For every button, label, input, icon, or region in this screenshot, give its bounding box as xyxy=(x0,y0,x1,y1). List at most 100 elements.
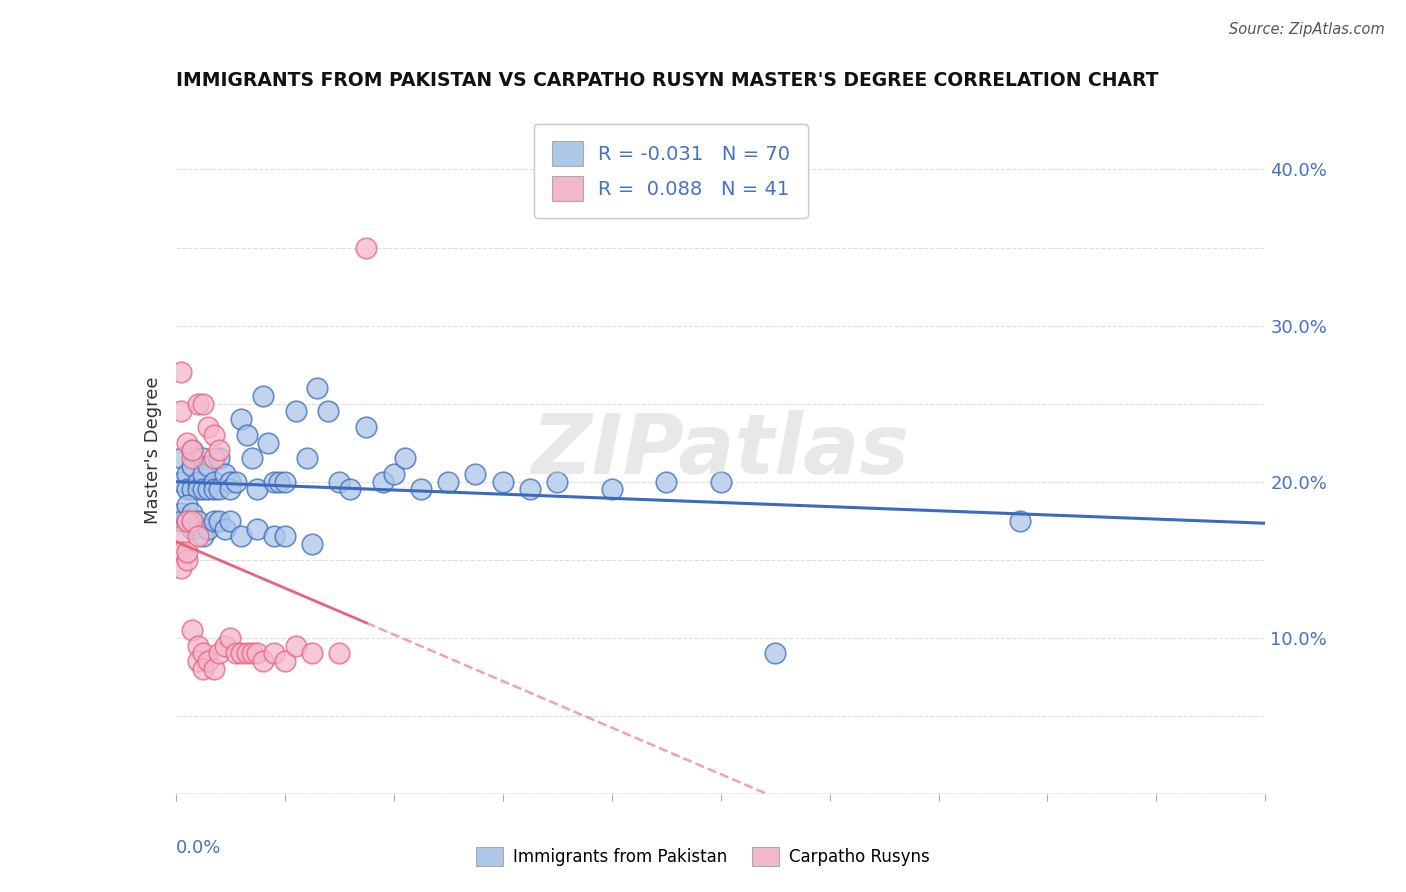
Point xyxy=(197,654,219,668)
Point xyxy=(197,521,219,535)
Point xyxy=(181,443,204,458)
Text: Source: ZipAtlas.com: Source: ZipAtlas.com xyxy=(1229,22,1385,37)
Point xyxy=(246,521,269,535)
Point xyxy=(519,483,541,497)
Point xyxy=(219,514,242,528)
Point xyxy=(186,514,209,528)
Point xyxy=(219,475,242,489)
Point xyxy=(191,451,214,466)
Point xyxy=(170,404,193,418)
Point xyxy=(235,427,257,442)
Point xyxy=(339,483,361,497)
Point xyxy=(208,483,231,497)
Point xyxy=(176,467,198,481)
Point xyxy=(191,529,214,543)
Point xyxy=(181,458,204,473)
Point xyxy=(176,545,198,559)
Point xyxy=(246,483,269,497)
Point xyxy=(274,654,297,668)
Legend: Immigrants from Pakistan, Carpatho Rusyns: Immigrants from Pakistan, Carpatho Rusyn… xyxy=(470,840,936,873)
Point xyxy=(186,654,209,668)
Point xyxy=(225,646,247,660)
Point xyxy=(176,498,198,512)
Point xyxy=(231,412,253,426)
Point xyxy=(240,646,263,660)
Point xyxy=(295,451,318,466)
Point xyxy=(409,483,432,497)
Point xyxy=(170,545,193,559)
Point xyxy=(257,435,280,450)
Point xyxy=(710,475,733,489)
Point xyxy=(600,483,623,497)
Point xyxy=(371,475,394,489)
Point xyxy=(356,240,378,255)
Point xyxy=(252,654,274,668)
Point xyxy=(181,521,204,535)
Point xyxy=(170,560,193,574)
Point xyxy=(186,475,209,489)
Point xyxy=(263,475,285,489)
Text: 0.0%: 0.0% xyxy=(176,838,221,856)
Point xyxy=(186,396,209,410)
Point xyxy=(318,404,340,418)
Point xyxy=(356,420,378,434)
Point xyxy=(181,506,204,520)
Point xyxy=(202,475,225,489)
Point xyxy=(231,646,253,660)
Point xyxy=(284,639,307,653)
Point xyxy=(274,475,297,489)
Point xyxy=(655,475,678,489)
Point xyxy=(246,646,269,660)
Point xyxy=(181,451,204,466)
Point xyxy=(235,646,257,660)
Point xyxy=(202,514,225,528)
Point xyxy=(208,514,231,528)
Point xyxy=(186,529,209,543)
Point xyxy=(492,475,515,489)
Point xyxy=(170,366,193,380)
Point xyxy=(197,483,219,497)
Point xyxy=(263,646,285,660)
Point xyxy=(191,483,214,497)
Point xyxy=(382,467,405,481)
Point xyxy=(225,475,247,489)
Point xyxy=(170,475,193,489)
Point xyxy=(208,451,231,466)
Point xyxy=(186,483,209,497)
Point xyxy=(181,443,204,458)
Point xyxy=(269,475,291,489)
Point xyxy=(170,529,193,543)
Point xyxy=(181,483,204,497)
Point xyxy=(202,483,225,497)
Point xyxy=(176,514,198,528)
Point xyxy=(191,646,214,660)
Point xyxy=(394,451,416,466)
Point xyxy=(240,451,263,466)
Point xyxy=(170,451,193,466)
Point xyxy=(176,514,198,528)
Point xyxy=(191,467,214,481)
Point xyxy=(437,475,460,489)
Text: ZIPatlas: ZIPatlas xyxy=(531,410,910,491)
Point xyxy=(1010,514,1032,528)
Point xyxy=(328,646,350,660)
Point xyxy=(176,435,198,450)
Point xyxy=(191,662,214,676)
Point xyxy=(274,529,297,543)
Point xyxy=(214,639,236,653)
Point xyxy=(170,514,193,528)
Point xyxy=(219,631,242,645)
Point xyxy=(301,646,323,660)
Legend: R = -0.031   N = 70, R =  0.088   N = 41: R = -0.031 N = 70, R = 0.088 N = 41 xyxy=(534,124,808,219)
Point xyxy=(208,443,231,458)
Point xyxy=(252,389,274,403)
Point xyxy=(191,396,214,410)
Point xyxy=(176,552,198,567)
Point xyxy=(181,623,204,637)
Point xyxy=(197,420,219,434)
Point xyxy=(202,451,225,466)
Point xyxy=(202,662,225,676)
Y-axis label: Master's Degree: Master's Degree xyxy=(143,376,162,524)
Point xyxy=(328,475,350,489)
Text: IMMIGRANTS FROM PAKISTAN VS CARPATHO RUSYN MASTER'S DEGREE CORRELATION CHART: IMMIGRANTS FROM PAKISTAN VS CARPATHO RUS… xyxy=(176,71,1159,90)
